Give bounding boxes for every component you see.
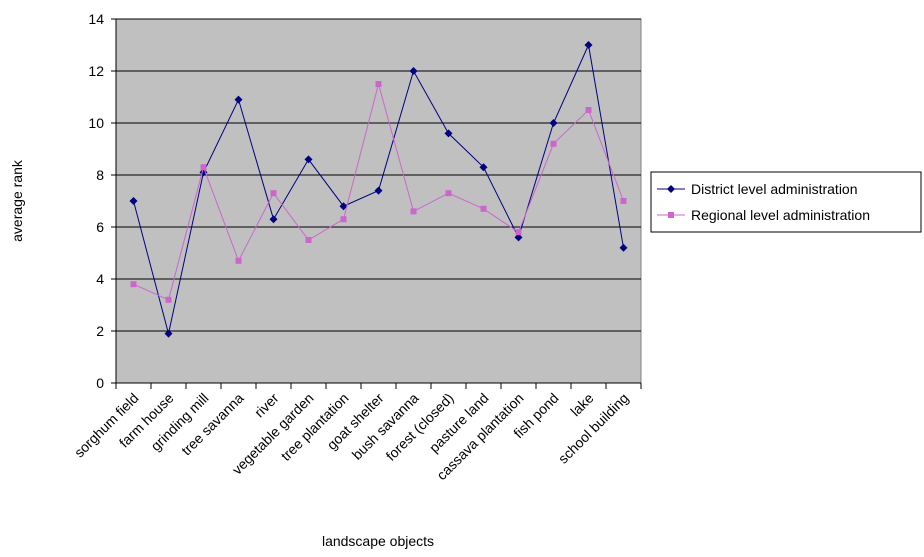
- data-point: [129, 197, 138, 205]
- data-point: [270, 190, 277, 197]
- data-point: [619, 243, 628, 252]
- data-point: [340, 216, 347, 223]
- x-axis-label: landscape objects: [322, 533, 434, 549]
- legend-label: Regional level administration: [691, 207, 870, 223]
- data-point: [234, 95, 243, 104]
- data-point: [620, 198, 627, 204]
- y-tick-label: 10: [88, 115, 104, 131]
- legend-box: [650, 171, 922, 233]
- y-tick-label: 2: [96, 323, 104, 339]
- data-point: [480, 205, 487, 212]
- data-point: [269, 215, 278, 224]
- data-point: [584, 41, 593, 49]
- legend: District level administration Regional le…: [650, 171, 922, 233]
- legend-label: District level administration: [691, 181, 858, 197]
- data-point: [585, 107, 592, 113]
- x-tick-label: lake: [567, 390, 597, 420]
- data-point: [375, 81, 382, 87]
- data-point: [164, 329, 173, 338]
- y-tick-label: 0: [96, 375, 104, 391]
- data-point: [445, 190, 452, 197]
- y-tick-label: 6: [96, 219, 104, 235]
- legend-marker: [667, 185, 675, 193]
- data-point: [410, 208, 417, 215]
- y-tick-label: 12: [88, 63, 104, 79]
- y-tick-label: 14: [88, 11, 104, 27]
- y-tick-label: 8: [96, 167, 104, 183]
- data-point: [165, 296, 172, 303]
- y-axis-label: average rank: [9, 159, 25, 242]
- y-tick-label: 4: [96, 271, 104, 287]
- data-point: [444, 129, 453, 138]
- data-point: [339, 202, 348, 211]
- data-point: [305, 237, 312, 243]
- series: [129, 41, 628, 338]
- legend-marker: [668, 212, 674, 218]
- plot-area-background: [115, 18, 642, 384]
- data-point: [514, 233, 523, 242]
- data-point: [304, 155, 313, 164]
- data-point: [130, 281, 137, 288]
- data-point: [374, 186, 383, 195]
- data-point: [479, 163, 488, 172]
- data-point: [200, 164, 207, 171]
- data-point: [550, 140, 557, 147]
- data-point: [549, 119, 558, 127]
- data-point: [235, 257, 242, 264]
- data-point: [515, 229, 522, 236]
- data-point: [409, 67, 418, 75]
- x-tick-label: river: [251, 390, 282, 421]
